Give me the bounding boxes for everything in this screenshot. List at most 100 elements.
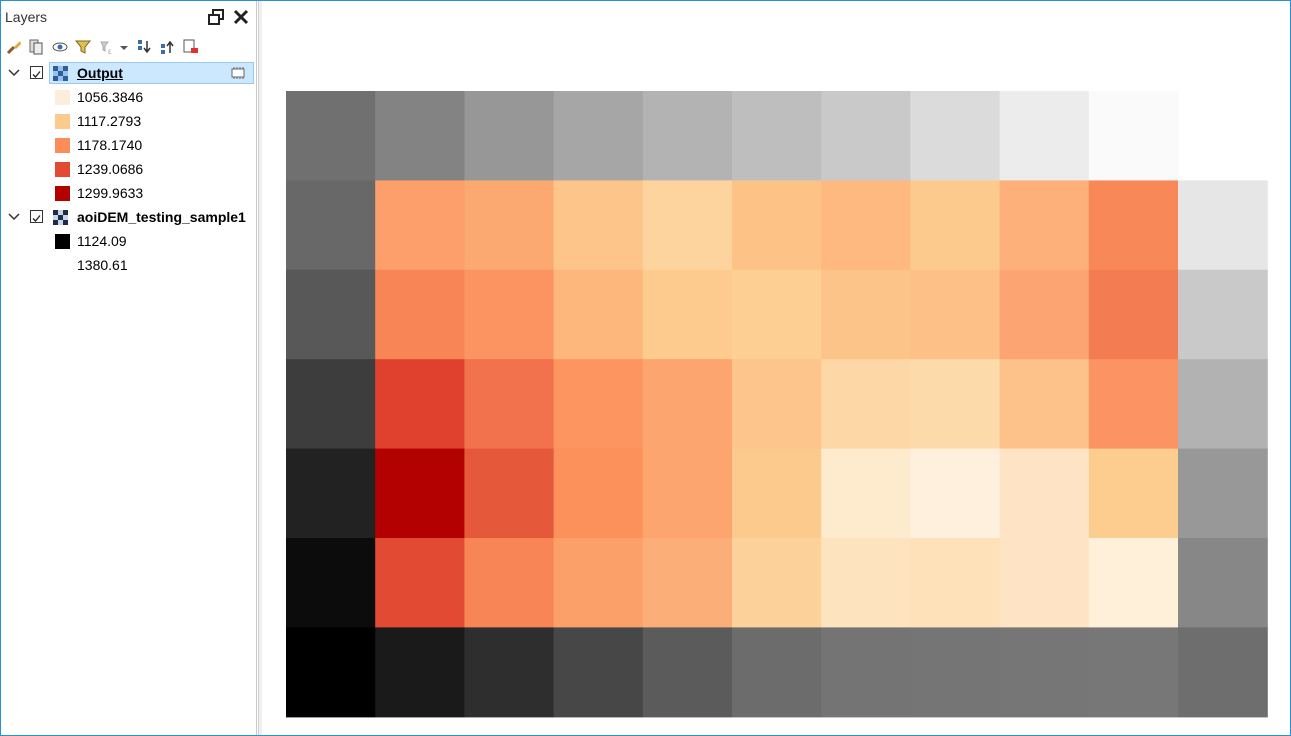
- legend-label: 1124.09: [77, 233, 127, 249]
- output-raster-cell: [553, 180, 644, 271]
- output-raster-cell: [999, 359, 1090, 450]
- output-raster-cell: [375, 359, 465, 450]
- dem-raster-cell: [1088, 91, 1179, 181]
- collapse-all-icon[interactable]: [159, 38, 177, 56]
- dem-raster-cell: [1178, 359, 1268, 450]
- close-panel-icon[interactable]: [231, 7, 251, 27]
- output-raster-cell: [1088, 448, 1179, 539]
- output-raster-cell: [821, 359, 911, 450]
- chevron-down-icon[interactable]: [7, 66, 21, 80]
- dem-raster-cell: [286, 180, 376, 271]
- temporary-layer-icon[interactable]: [231, 67, 245, 79]
- output-raster-cell: [821, 180, 911, 271]
- legend-label: 1239.0686: [77, 161, 144, 177]
- dem-raster-cell: [999, 91, 1090, 181]
- dem-raster-cell: [1178, 538, 1268, 628]
- layer-row-aoidem[interactable]: aoiDEM_testing_sample1: [1, 205, 256, 229]
- output-raster-cell: [910, 269, 1001, 360]
- expand-all-icon[interactable]: [136, 38, 154, 56]
- output-raster-cell: [464, 180, 555, 271]
- legend-swatch: [55, 234, 70, 249]
- dem-raster-cell: [553, 91, 644, 181]
- filter-legend-icon[interactable]: [74, 38, 92, 56]
- layers-panel-header: Layers: [1, 1, 256, 33]
- output-raster-cell: [999, 448, 1090, 539]
- output-raster-cell: [732, 538, 822, 628]
- legend-item: 1239.0686: [1, 157, 256, 181]
- remove-layer-icon[interactable]: [182, 38, 200, 56]
- dem-raster-cell: [464, 91, 555, 181]
- output-raster-cell: [464, 448, 555, 539]
- output-raster-cell: [553, 448, 644, 539]
- style-manager-icon[interactable]: [5, 38, 23, 56]
- output-raster-cell: [464, 359, 555, 450]
- legend-item: 1124.09: [1, 229, 256, 253]
- dem-raster-cell: [464, 627, 555, 718]
- dem-raster-cell: [286, 269, 376, 360]
- dem-raster-cell: [642, 91, 733, 181]
- output-raster-cell: [464, 269, 555, 360]
- dem-raster-cell: [286, 538, 376, 628]
- add-group-icon[interactable]: [27, 38, 45, 56]
- output-raster-cell: [1088, 180, 1179, 271]
- dem-raster-cell: [642, 627, 733, 718]
- output-raster-cell: [999, 538, 1090, 628]
- dem-raster-cell: [375, 91, 465, 181]
- dem-raster-cell: [286, 627, 376, 718]
- output-raster-cell: [553, 269, 644, 360]
- legend-item: 1299.9633: [1, 181, 256, 205]
- output-raster-cell: [821, 448, 911, 539]
- legend-label: 1056.3846: [77, 89, 144, 105]
- output-raster-cell: [464, 538, 555, 628]
- legend-item: 1056.3846: [1, 85, 256, 109]
- layers-panel: Layers ε: [1, 1, 257, 735]
- filter-expression-icon[interactable]: ε: [98, 38, 116, 56]
- selection-highlight: [49, 62, 254, 84]
- legend-swatch: [55, 90, 70, 105]
- map-canvas[interactable]: [262, 1, 1289, 734]
- legend-item: 1117.2793: [1, 109, 256, 133]
- dem-raster-cell: [999, 627, 1090, 718]
- float-panel-icon[interactable]: [206, 7, 226, 27]
- output-raster-cell: [375, 180, 465, 271]
- output-raster-cell: [375, 538, 465, 628]
- chevron-down-icon[interactable]: [7, 210, 21, 224]
- legend-swatch: [55, 186, 70, 201]
- output-raster-cell: [821, 538, 911, 628]
- output-raster-cell: [553, 359, 644, 450]
- legend-swatch: [55, 162, 70, 177]
- output-raster-cell: [1088, 538, 1179, 628]
- layer-name[interactable]: Output: [77, 65, 123, 81]
- output-raster-cell: [642, 538, 733, 628]
- svg-text:ε: ε: [108, 47, 112, 56]
- output-raster-cell: [732, 180, 822, 271]
- layer-name[interactable]: aoiDEM_testing_sample1: [77, 209, 246, 225]
- output-raster-cell: [910, 538, 1001, 628]
- output-raster-cell: [910, 448, 1001, 539]
- layer-visibility-checkbox[interactable]: [30, 210, 43, 223]
- dem-raster-cell: [286, 448, 376, 539]
- dem-raster-cell: [910, 627, 1001, 718]
- dem-raster-cell: [286, 359, 376, 450]
- output-raster-cell: [375, 448, 465, 539]
- legend-label: 1178.1740: [77, 137, 143, 153]
- output-raster-cell: [1088, 269, 1179, 360]
- panel-splitter[interactable]: [258, 1, 262, 735]
- layer-visibility-checkbox[interactable]: [30, 66, 43, 79]
- dem-raster-cell: [910, 91, 1001, 181]
- output-raster-cell: [999, 180, 1090, 271]
- dem-raster-cell: [553, 627, 644, 718]
- legend-item: 1178.1740: [1, 133, 256, 157]
- layer-row-output[interactable]: Output: [1, 61, 256, 85]
- dem-raster-cell: [1178, 180, 1268, 271]
- dem-raster-cell: [1178, 627, 1268, 718]
- output-raster-cell: [910, 180, 1001, 271]
- dem-raster-cell: [732, 627, 822, 718]
- legend-swatch: [55, 258, 70, 273]
- legend-swatch: [55, 114, 70, 129]
- dem-raster-cell: [286, 91, 376, 181]
- manage-visibility-icon[interactable]: [51, 38, 69, 56]
- dropdown-arrow-icon[interactable]: [119, 38, 129, 56]
- dem-raster-cell: [1088, 627, 1179, 718]
- raster-display: [286, 91, 1268, 718]
